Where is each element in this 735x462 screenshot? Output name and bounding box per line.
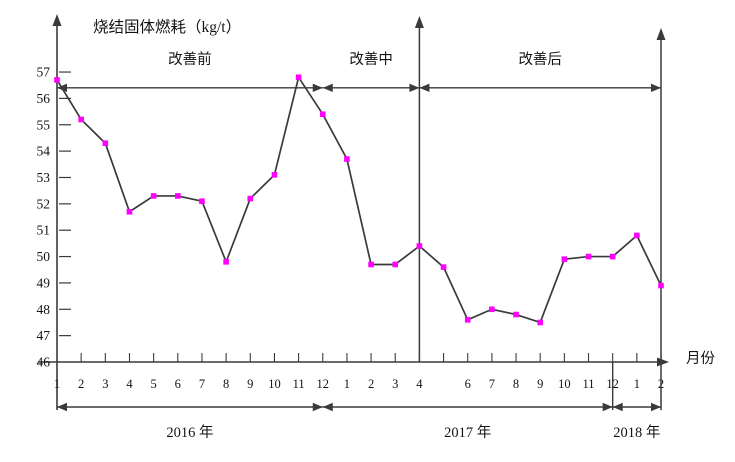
x-axis-title: 月份: [686, 350, 715, 367]
x-tick-label: 10: [558, 377, 571, 391]
data-point-marker: [585, 253, 592, 260]
y-tick-label: 56: [37, 91, 51, 106]
data-point-marker: [464, 317, 471, 323]
x-tick-label: 6: [175, 377, 181, 391]
y-tick-label: 55: [37, 117, 51, 132]
data-point-marker: [658, 282, 664, 289]
data-point-marker: [199, 198, 205, 205]
x-tick-label: 7: [489, 377, 495, 391]
x-tick-label: 4: [126, 377, 133, 391]
phase-span-arrow-right-arrow-icon: [312, 83, 323, 93]
y-axis-arrow-icon: [52, 14, 62, 26]
data-point-marker: [440, 264, 447, 270]
phase-label: 改善后: [518, 51, 562, 68]
x-tick-label: 1: [54, 377, 60, 391]
data-point-marker: [271, 172, 278, 178]
x-tick-label: 6: [465, 377, 471, 391]
y-tick-label: 50: [37, 249, 51, 264]
x-tick-label: 2: [368, 377, 374, 391]
data-point-marker: [634, 232, 640, 239]
data-point-marker: [344, 156, 350, 162]
x-tick-label: 8: [513, 377, 519, 391]
year-label: 2018 年: [613, 424, 660, 441]
year-span-arrow-left-arrow-icon: [322, 402, 333, 412]
x-tick-label: 9: [247, 377, 253, 391]
y-tick-label: 48: [37, 302, 51, 317]
y-tick-label: 49: [37, 275, 51, 290]
x-axis-arrow-icon: [657, 357, 669, 367]
phase-span-arrow-right-arrow-icon: [409, 83, 420, 93]
x-tick-label: 4: [416, 377, 423, 391]
phase-label: 改善中: [349, 51, 393, 68]
x-tick-label: 5: [151, 377, 157, 391]
data-point-marker: [489, 306, 495, 313]
phase-span-arrow-right-arrow-icon: [651, 83, 661, 93]
x-tick-label: 1: [634, 377, 640, 391]
data-point-marker: [175, 193, 181, 199]
data-point-marker: [247, 195, 254, 202]
x-tick-label: 1: [344, 377, 350, 391]
year-label: 2017 年: [444, 424, 491, 441]
data-point-marker: [295, 74, 302, 81]
y-tick-label: 52: [37, 196, 51, 211]
x-tick-label: 11: [582, 377, 594, 391]
data-point-marker: [368, 261, 374, 268]
year-label: 2016 年: [166, 424, 213, 441]
year-span-arrow-left-arrow-icon: [57, 402, 67, 412]
data-point-marker: [126, 208, 133, 215]
data-point-marker: [609, 253, 616, 260]
y-tick-label: 47: [37, 328, 51, 343]
data-point-marker: [78, 116, 84, 123]
year-span-arrow-right-arrow-icon: [312, 402, 323, 412]
y-tick-label: 54: [37, 144, 51, 159]
x-tick-label: 9: [537, 377, 543, 391]
phase-span-arrow-left-arrow-icon: [419, 83, 430, 93]
x-tick-label: 2: [78, 377, 84, 391]
phase-boundary-arrow-icon: [656, 28, 666, 40]
chart-title: 烧结固体燃耗（kg/t）: [93, 18, 241, 36]
data-line: [56, 76, 662, 324]
phase-boundary-arrow-icon: [414, 16, 424, 28]
data-point-marker: [513, 311, 519, 318]
data-point-marker: [537, 319, 543, 326]
data-point-marker: [223, 259, 229, 265]
y-tick-label: 57: [37, 65, 51, 80]
x-tick-label: 10: [268, 377, 281, 391]
x-tick-label: 11: [293, 377, 305, 391]
data-point-marker: [416, 243, 423, 249]
data-point-marker: [102, 140, 109, 147]
year-span-arrow-left-arrow-icon: [612, 402, 623, 412]
x-tick-label: 3: [102, 377, 108, 391]
data-point-marker: [392, 261, 399, 268]
data-point-marker: [150, 193, 157, 199]
data-point-marker: [54, 77, 60, 83]
x-tick-label: 8: [223, 377, 229, 391]
x-tick-label: 3: [392, 377, 398, 391]
data-point-marker: [319, 111, 326, 118]
y-tick-label: 46: [37, 355, 51, 370]
phase-span-arrow-left-arrow-icon: [322, 83, 333, 93]
data-point-marker: [561, 256, 568, 262]
y-tick-label: 51: [37, 223, 51, 238]
phase-label: 改善前: [168, 51, 212, 68]
x-tick-label: 12: [317, 377, 330, 391]
year-span-arrow-right-arrow-icon: [602, 402, 613, 412]
x-tick-label: 7: [199, 377, 205, 391]
year-span-arrow-right-arrow-icon: [651, 402, 661, 412]
y-tick-label: 53: [37, 170, 51, 185]
